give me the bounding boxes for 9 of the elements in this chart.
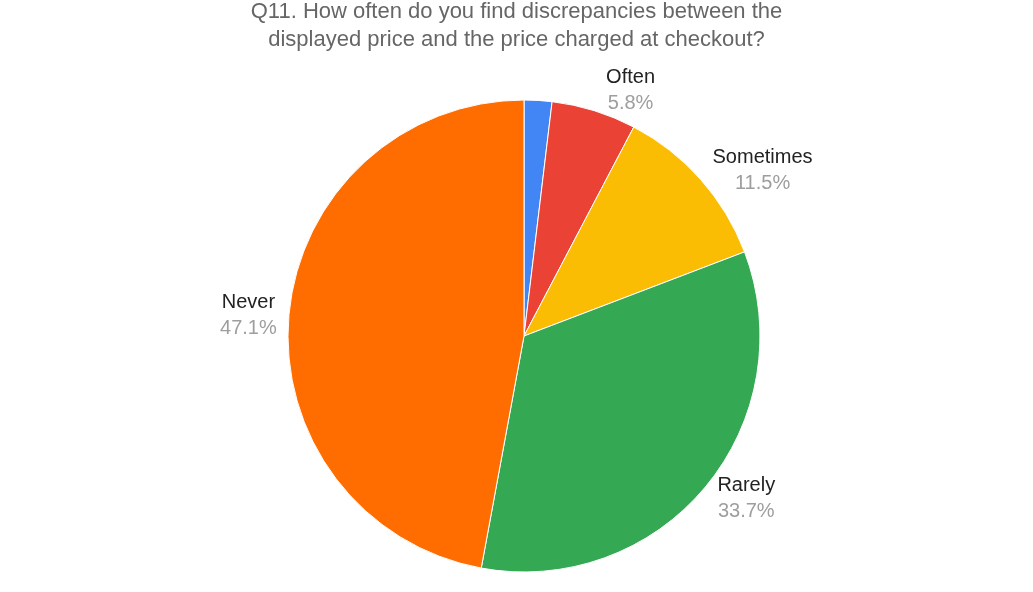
- data-label: 47.1%: [220, 316, 277, 339]
- slice-label: Sometimes: [712, 144, 813, 167]
- slice-label: Rarely: [717, 472, 776, 495]
- data-label: 11.5%: [734, 170, 791, 193]
- data-label: 5.8%: [607, 90, 654, 113]
- data-label: 33.7%: [717, 498, 775, 521]
- chart-title: Q11. How often do you find discrepancies between the displayed price and the price charged at checkout?: [250, 0, 783, 52]
- slice-label: Never: [221, 290, 276, 313]
- slice-label: Often: [606, 64, 656, 87]
